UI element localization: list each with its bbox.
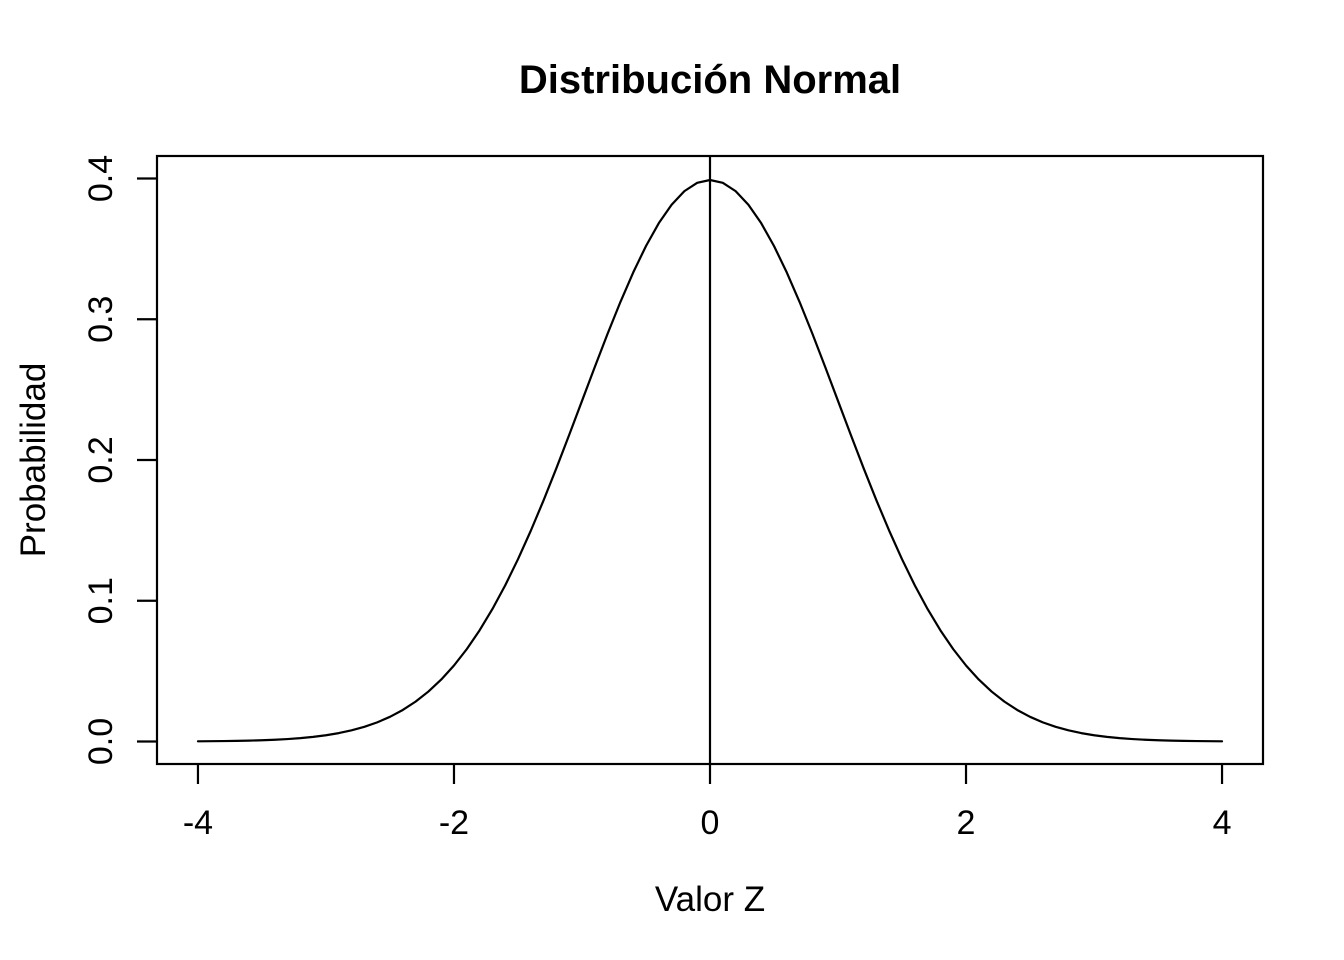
- x-tick-label: -2: [439, 804, 469, 842]
- x-tick-label: 4: [1213, 804, 1232, 842]
- x-tick-label: 0: [701, 804, 720, 842]
- y-tick-label: 0.0: [82, 718, 120, 765]
- plot-area: -4 -2 0 2 4 0.0 0.1 0.2 0.3 0.4: [82, 155, 1265, 842]
- y-tick-label: 0.4: [82, 155, 120, 202]
- x-tick-label: 2: [957, 804, 976, 842]
- y-axis-label: Probabilidad: [14, 363, 53, 558]
- y-tick-label: 0.2: [82, 436, 120, 483]
- x-tick-label: -4: [183, 804, 213, 842]
- x-axis-label: Valor Z: [655, 880, 765, 919]
- y-tick-label: 0.3: [82, 296, 120, 343]
- chart-title: Distribución Normal: [519, 58, 901, 102]
- y-tick-label: 0.1: [82, 577, 120, 624]
- density-curve: [196, 178, 1224, 743]
